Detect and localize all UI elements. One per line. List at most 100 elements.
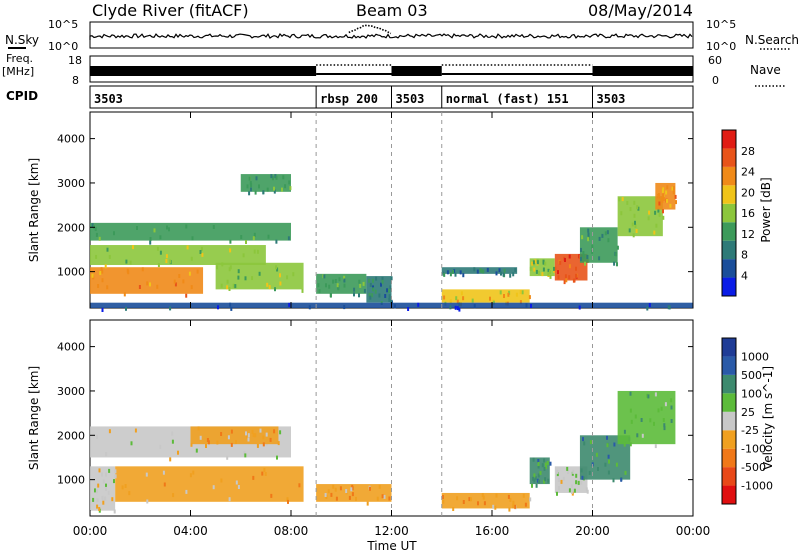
speckle bbox=[476, 269, 479, 274]
speckle bbox=[454, 305, 457, 310]
speckle bbox=[443, 295, 446, 300]
colorbar-tick-label: 1000 bbox=[741, 350, 769, 363]
speckle bbox=[159, 250, 162, 255]
region-2 bbox=[90, 222, 291, 241]
speckle bbox=[556, 472, 559, 477]
speckle bbox=[629, 207, 632, 212]
speckle bbox=[481, 493, 484, 497]
speckle bbox=[380, 282, 382, 287]
power-colorbar: 28 24 20 16 12 8 4 bbox=[721, 129, 755, 297]
speckle bbox=[549, 274, 552, 279]
speckle bbox=[673, 186, 675, 191]
speckle bbox=[240, 235, 243, 239]
speckle bbox=[446, 270, 449, 275]
cpid-segment-label: rbsp 200 bbox=[320, 92, 378, 106]
speckle bbox=[666, 198, 668, 203]
cpid-segments: 3503 rbsp 200 3503 normal (fast) 151 3503 bbox=[94, 86, 625, 108]
speckle bbox=[456, 299, 459, 304]
speckle bbox=[564, 258, 566, 262]
speckle bbox=[629, 408, 632, 413]
speckle bbox=[113, 509, 116, 514]
speckle bbox=[565, 278, 568, 283]
colorbar-swatch bbox=[722, 448, 736, 468]
colorbar-tick-label: -25 bbox=[741, 424, 759, 437]
speckle bbox=[588, 470, 591, 475]
freq-label: Freq. bbox=[6, 52, 33, 65]
speckle bbox=[632, 233, 635, 238]
speckle bbox=[226, 279, 229, 284]
speckle bbox=[538, 270, 540, 275]
speckle bbox=[509, 497, 512, 502]
speckle bbox=[672, 190, 675, 195]
speckle bbox=[145, 472, 148, 477]
nave-label: Nave bbox=[750, 63, 781, 77]
speckle bbox=[661, 198, 664, 203]
nsearch-trace bbox=[348, 24, 392, 35]
y-tick-label: 3000 bbox=[57, 177, 85, 190]
date-title: 08/May/2014 bbox=[588, 1, 693, 20]
speckle bbox=[563, 280, 566, 285]
region-2 bbox=[190, 426, 279, 445]
speckle bbox=[573, 488, 576, 493]
speckle bbox=[557, 275, 560, 280]
speckle bbox=[390, 276, 393, 281]
speckle bbox=[662, 193, 665, 198]
speckle bbox=[547, 268, 550, 273]
speckle bbox=[388, 496, 391, 501]
speckle bbox=[104, 264, 107, 269]
speckle bbox=[188, 271, 191, 276]
speckle bbox=[229, 248, 232, 253]
y-tick-label: 4000 bbox=[57, 133, 85, 146]
speckle bbox=[663, 426, 666, 431]
colorbar-swatch bbox=[722, 222, 736, 241]
speckle bbox=[339, 486, 342, 491]
colorbar-tick-label: -500 bbox=[741, 461, 766, 474]
speckle bbox=[101, 472, 103, 477]
speckle bbox=[570, 489, 573, 494]
speckle bbox=[616, 262, 618, 267]
colorbar-swatch bbox=[722, 277, 736, 296]
colorbar-swatch bbox=[722, 411, 736, 431]
speckle bbox=[129, 260, 132, 265]
speckle bbox=[449, 305, 452, 310]
speckle bbox=[582, 251, 585, 255]
freq-bar-0 bbox=[90, 66, 317, 76]
region-0 bbox=[90, 267, 204, 294]
speckle bbox=[132, 245, 134, 250]
speckle bbox=[185, 489, 188, 494]
speckle bbox=[389, 285, 392, 290]
speckle bbox=[102, 479, 105, 484]
speckle bbox=[245, 240, 247, 244]
power-ylabel: Slant Range [km] bbox=[27, 158, 41, 262]
speckle bbox=[355, 496, 357, 501]
speckle bbox=[666, 185, 669, 190]
speckle bbox=[171, 439, 174, 444]
speckle bbox=[358, 293, 360, 298]
speckle bbox=[248, 191, 251, 196]
speckle bbox=[543, 466, 546, 471]
colorbar-swatch bbox=[722, 356, 736, 375]
speckle bbox=[575, 273, 577, 278]
speckle bbox=[634, 220, 636, 225]
speckle bbox=[388, 288, 391, 293]
y-tick-label: 2000 bbox=[57, 221, 85, 234]
cpid-segment-label: 3503 bbox=[396, 92, 425, 106]
speckle bbox=[620, 477, 623, 482]
speckle bbox=[664, 402, 667, 407]
speckle bbox=[580, 256, 582, 261]
speckle bbox=[96, 434, 98, 439]
speckle bbox=[537, 462, 540, 466]
speckle bbox=[186, 245, 189, 250]
speckle bbox=[162, 470, 165, 475]
speckle bbox=[212, 485, 215, 490]
speckle bbox=[189, 473, 192, 478]
time-axis-ticks: 00:00 04:00 08:00 12:00 16:00 20:00 00:00 bbox=[73, 112, 710, 538]
speckle bbox=[494, 505, 497, 510]
nave-tick-bottom: 0 bbox=[712, 74, 719, 87]
speckle bbox=[661, 189, 664, 193]
speckle bbox=[647, 216, 650, 221]
speckle bbox=[284, 184, 287, 189]
speckle bbox=[662, 215, 665, 220]
speckle bbox=[636, 205, 639, 210]
speckle bbox=[281, 187, 283, 192]
